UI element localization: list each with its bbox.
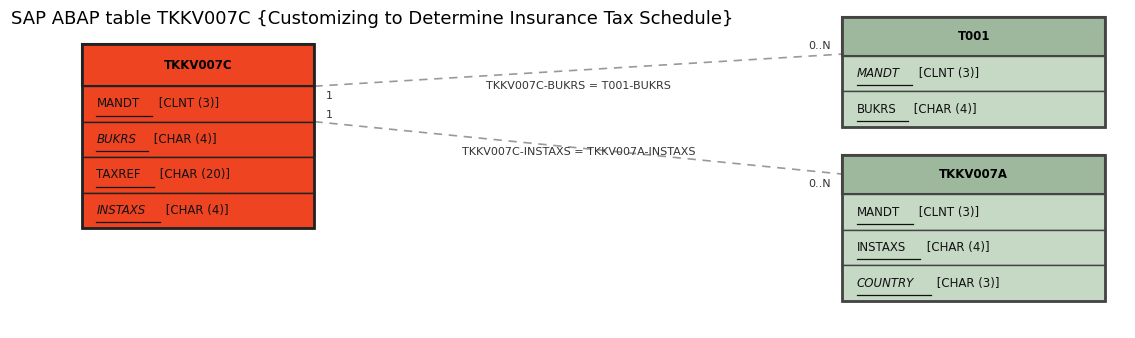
FancyBboxPatch shape (842, 155, 1105, 194)
Text: [CHAR (4)]: [CHAR (4)] (162, 204, 229, 217)
Text: MANDT: MANDT (857, 67, 900, 80)
Text: INSTAXS: INSTAXS (96, 204, 145, 217)
Text: TKKV007A: TKKV007A (940, 168, 1008, 182)
Text: 0..N: 0..N (808, 41, 831, 51)
FancyBboxPatch shape (842, 230, 1105, 265)
Text: T001: T001 (958, 30, 990, 43)
Text: [CLNT (3)]: [CLNT (3)] (915, 67, 978, 80)
FancyBboxPatch shape (842, 194, 1105, 230)
Text: [CLNT (3)]: [CLNT (3)] (154, 97, 219, 111)
FancyBboxPatch shape (82, 44, 314, 86)
Text: 1: 1 (326, 110, 333, 120)
Text: SAP ABAP table TKKV007C {Customizing to Determine Insurance Tax Schedule}: SAP ABAP table TKKV007C {Customizing to … (11, 10, 733, 28)
Text: [CHAR (4)]: [CHAR (4)] (150, 133, 217, 146)
Text: [CHAR (20)]: [CHAR (20)] (157, 168, 230, 182)
Text: [CHAR (3)]: [CHAR (3)] (933, 276, 1000, 290)
Text: BUKRS: BUKRS (857, 102, 897, 116)
Text: BUKRS: BUKRS (96, 133, 136, 146)
Text: [CLNT (3)]: [CLNT (3)] (915, 206, 980, 219)
FancyBboxPatch shape (842, 91, 1105, 127)
FancyBboxPatch shape (842, 56, 1105, 91)
Text: TAXREF: TAXREF (96, 168, 141, 182)
Text: TKKV007C-BUKRS = T001-BUKRS: TKKV007C-BUKRS = T001-BUKRS (487, 81, 671, 91)
FancyBboxPatch shape (842, 17, 1105, 56)
Text: [CHAR (4)]: [CHAR (4)] (910, 102, 977, 116)
Text: 0..N: 0..N (808, 179, 831, 189)
Text: COUNTRY: COUNTRY (857, 276, 914, 290)
Text: TKKV007C-INSTAXS = TKKV007A-INSTAXS: TKKV007C-INSTAXS = TKKV007A-INSTAXS (462, 147, 696, 157)
FancyBboxPatch shape (842, 265, 1105, 301)
FancyBboxPatch shape (82, 157, 314, 193)
FancyBboxPatch shape (82, 122, 314, 157)
Text: 1: 1 (326, 91, 333, 101)
FancyBboxPatch shape (82, 193, 314, 228)
Text: MANDT: MANDT (857, 206, 900, 219)
Text: MANDT: MANDT (96, 97, 140, 111)
Text: INSTAXS: INSTAXS (857, 241, 906, 254)
Text: [CHAR (4)]: [CHAR (4)] (923, 241, 990, 254)
FancyBboxPatch shape (82, 86, 314, 122)
Text: TKKV007C: TKKV007C (163, 58, 233, 72)
